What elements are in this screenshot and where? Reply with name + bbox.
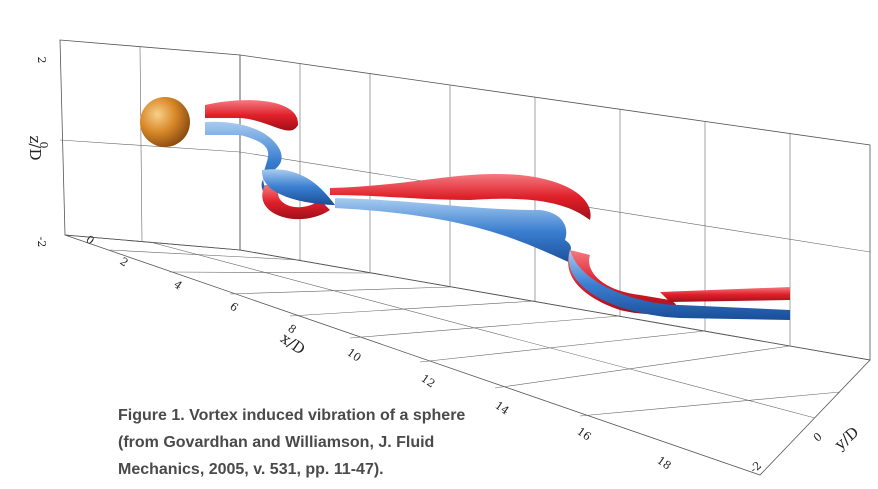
caption-line: Figure 1. Vortex induced vibration of a … (118, 407, 465, 424)
sphere (140, 97, 190, 147)
x-tick-label: 4 (171, 278, 184, 293)
x-tick-label: 16 (575, 425, 594, 444)
x-tick-label: 2 (117, 255, 130, 270)
z-tick-label: 2 (35, 57, 48, 64)
caption-line: (from Govardhan and Williamson, J. Fluid (118, 434, 434, 451)
x-axis-label: x/D (277, 329, 308, 358)
x-tick-label: 18 (655, 454, 674, 473)
z-tick-label: -2 (35, 237, 48, 248)
z-tick-label: 0 (37, 142, 50, 149)
vortex-wake (140, 97, 790, 320)
y-tick-label: 0 (811, 430, 825, 444)
x-tick-label: 14 (493, 399, 512, 418)
x-tick-label: 12 (419, 372, 438, 391)
caption-line: Mechanics, 2005, v. 531, pp. 11-47). (118, 461, 384, 478)
x-tick-label: 10 (345, 346, 364, 365)
z-axis-label: z/D (26, 136, 44, 161)
x-tick-label: 6 (227, 300, 240, 315)
y-axis-label: y/D (830, 423, 862, 454)
